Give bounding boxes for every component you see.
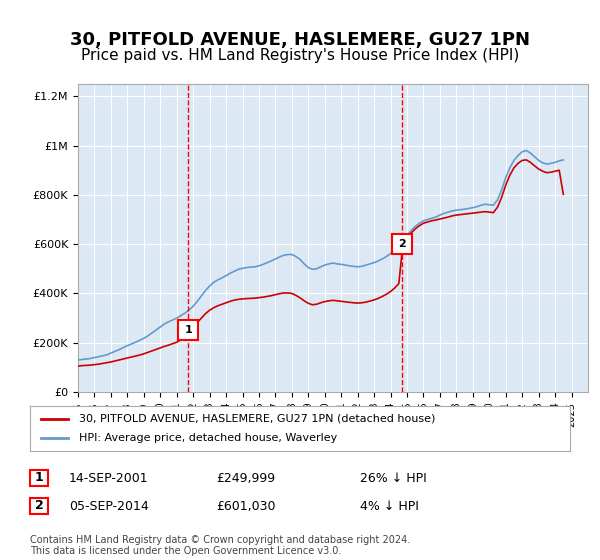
Text: HPI: Average price, detached house, Waverley: HPI: Average price, detached house, Wave… <box>79 433 337 444</box>
Text: 14-SEP-2001: 14-SEP-2001 <box>69 472 149 486</box>
Text: 2: 2 <box>35 499 43 512</box>
Text: 1: 1 <box>184 325 192 335</box>
Text: 05-SEP-2014: 05-SEP-2014 <box>69 500 149 514</box>
Text: Price paid vs. HM Land Registry's House Price Index (HPI): Price paid vs. HM Land Registry's House … <box>81 48 519 63</box>
Text: 30, PITFOLD AVENUE, HASLEMERE, GU27 1PN: 30, PITFOLD AVENUE, HASLEMERE, GU27 1PN <box>70 31 530 49</box>
Text: 26% ↓ HPI: 26% ↓ HPI <box>360 472 427 486</box>
Text: £249,999: £249,999 <box>216 472 275 486</box>
Text: 30, PITFOLD AVENUE, HASLEMERE, GU27 1PN (detached house): 30, PITFOLD AVENUE, HASLEMERE, GU27 1PN … <box>79 413 435 423</box>
Text: 1: 1 <box>35 471 43 484</box>
Text: 4% ↓ HPI: 4% ↓ HPI <box>360 500 419 514</box>
Text: £601,030: £601,030 <box>216 500 275 514</box>
Text: Contains HM Land Registry data © Crown copyright and database right 2024.
This d: Contains HM Land Registry data © Crown c… <box>30 535 410 557</box>
Text: 2: 2 <box>398 239 406 249</box>
